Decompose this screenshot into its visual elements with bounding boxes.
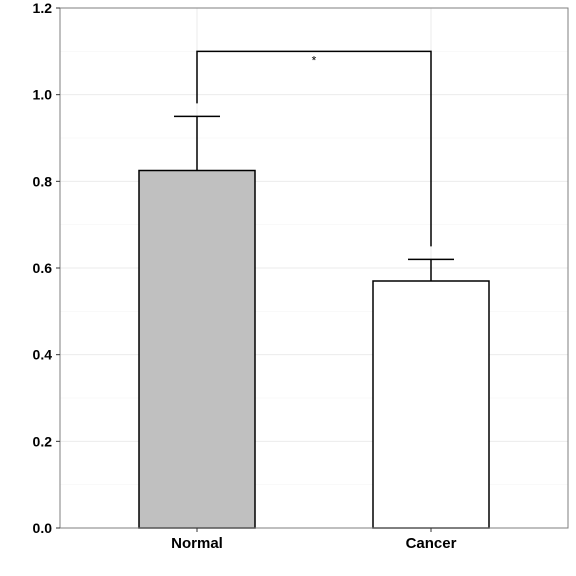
- significance-bracket: [196, 50, 432, 247]
- significance-layer: *: [196, 50, 432, 247]
- significance-label: *: [312, 53, 317, 67]
- y-tick-label: 0.4: [33, 347, 53, 363]
- y-tick-label: 0.8: [33, 173, 53, 189]
- x-tick-label-normal: Normal: [171, 535, 223, 552]
- bar-layer: [138, 169, 490, 529]
- tick-label-layer: Normal Cancer 0.0 0.2 0.4 0.6 0.8 1.0 1.2: [33, 0, 457, 552]
- y-tick-label: 0.6: [33, 260, 53, 276]
- y-tick-label: 0.2: [33, 433, 53, 449]
- y-tick-label: 1.2: [33, 0, 53, 16]
- bar-normal: [138, 169, 256, 529]
- y-tick-label: 1.0: [33, 87, 53, 103]
- error-bar-layer: [174, 115, 454, 281]
- y-tick-label: 0.0: [33, 520, 53, 536]
- x-tick-label-cancer: Cancer: [406, 535, 457, 552]
- bar-cancer: [372, 280, 490, 529]
- axis-layer: [56, 7, 432, 532]
